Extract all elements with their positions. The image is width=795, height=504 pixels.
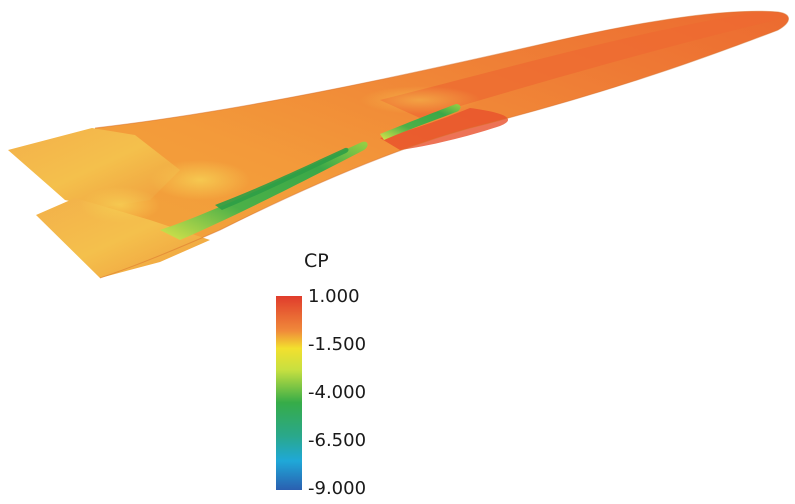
colorbar-tick-label: -6.500 <box>308 430 367 451</box>
colorbar-tick-label: -9.000 <box>308 478 367 499</box>
colorbar-tick-label: 1.000 <box>308 286 360 307</box>
vehicle-fuselage <box>95 11 789 279</box>
vehicle-leading-band <box>380 11 781 118</box>
low-pressure-core <box>215 147 349 210</box>
vehicle-wing <box>8 128 180 208</box>
vehicle-outline <box>94 10 789 279</box>
vehicle-root-hot-region <box>380 108 509 150</box>
surface-spot <box>360 86 480 114</box>
vehicle-lower-fin <box>36 198 210 278</box>
colorbar-tick-label: -1.500 <box>308 334 367 355</box>
colorbar <box>276 296 302 490</box>
surface-spot <box>80 187 160 223</box>
low-pressure-streak-upper <box>380 104 461 140</box>
colorbar-tick-label: -4.000 <box>308 382 367 403</box>
surface-spot <box>150 160 250 200</box>
legend-title: CP <box>304 250 329 272</box>
